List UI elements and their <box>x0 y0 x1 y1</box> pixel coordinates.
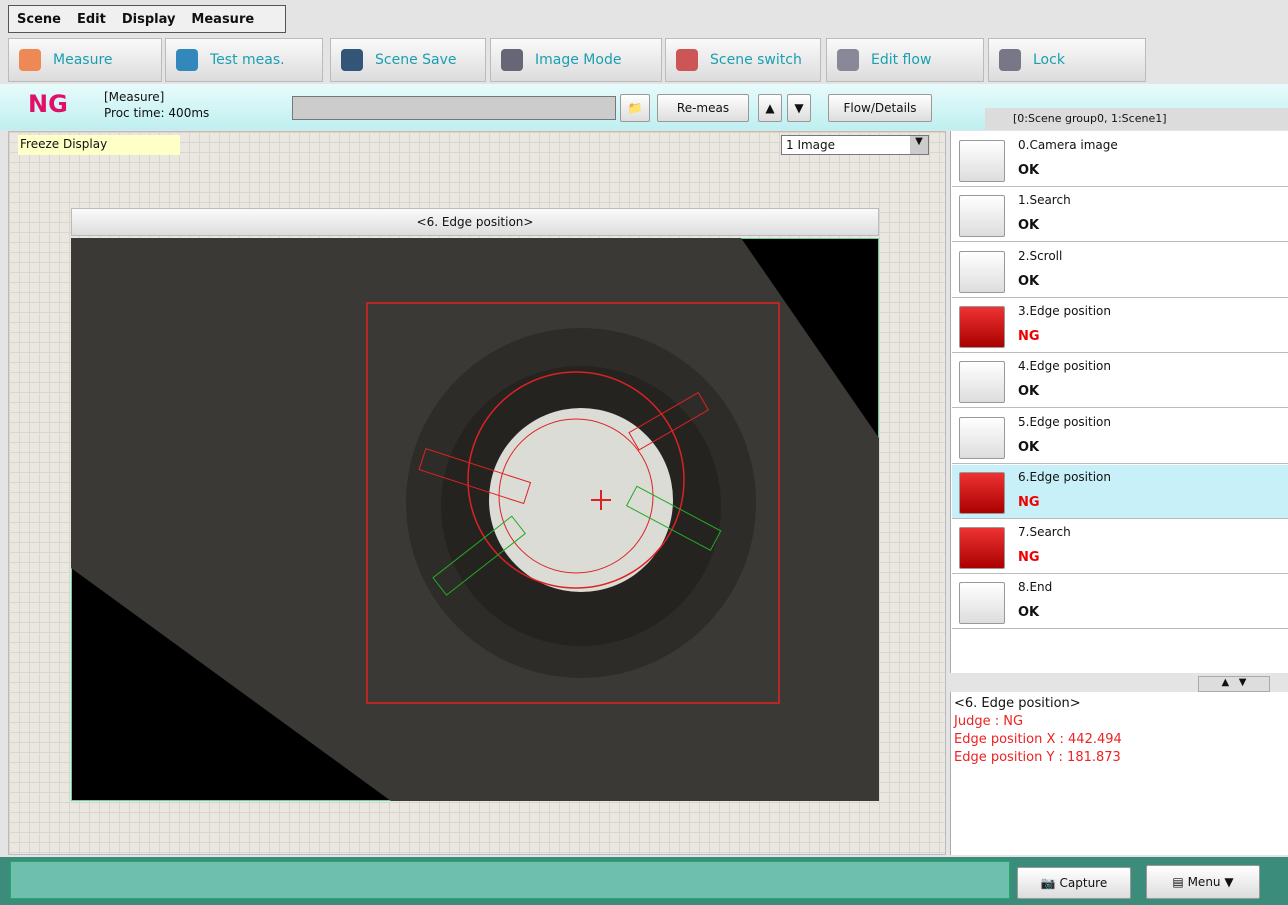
flow-icon <box>959 195 1005 238</box>
flow-result: NG <box>1018 328 1040 344</box>
flow-item[interactable]: 5.Edge position OK <box>952 409 1288 464</box>
toolbar-button[interactable]: Test meas. <box>165 38 323 82</box>
flow-result: OK <box>1018 384 1040 400</box>
flow-result: NG <box>1018 494 1040 510</box>
toolbar-label: Scene Save <box>375 52 457 68</box>
menu-item[interactable]: Measure <box>191 11 255 27</box>
toolbar-label: Test meas. <box>210 52 285 68</box>
menu-item[interactable]: Display <box>121 11 176 27</box>
status-bar: NG [Measure] Proc time: 400ms 📁 Re-meas … <box>0 84 1288 130</box>
toolbar-button[interactable]: Scene switch <box>665 38 821 82</box>
toolbar-button[interactable]: Measure <box>8 38 162 82</box>
flow-result: OK <box>1018 439 1040 455</box>
flow-result: OK <box>1018 273 1040 289</box>
footer: 📷 Capture ▤ Menu ▼ <box>0 857 1288 905</box>
flow-item[interactable]: 1.Search OK <box>952 188 1288 243</box>
toolbar-button[interactable]: Lock <box>988 38 1146 82</box>
menu-text: Menu <box>1187 875 1221 889</box>
folder-button[interactable]: 📁 <box>620 94 650 122</box>
flow-icon <box>959 361 1005 404</box>
toolbar-icon <box>999 49 1021 71</box>
image-select[interactable]: 1 Image ▼ <box>781 135 929 155</box>
proc-time: Proc time: 400ms <box>104 106 210 120</box>
image-area: Freeze Display 1 Image ▼ <6. Edge positi… <box>8 131 946 855</box>
flow-item[interactable]: 2.Scroll OK <box>952 243 1288 298</box>
toolbar-icon <box>19 49 41 71</box>
flow-icon <box>959 527 1005 570</box>
progress <box>292 96 616 120</box>
freeze-display: Freeze Display <box>18 135 180 155</box>
flow-label: 5.Edge position <box>1018 414 1111 429</box>
toolbar-label: Edit flow <box>871 52 932 68</box>
flow-label: 6.Edge position <box>1018 469 1111 484</box>
flow-icon <box>959 250 1005 293</box>
toolbar-icon <box>176 49 198 71</box>
flow-details-button[interactable]: Flow/Details <box>828 94 932 122</box>
capture-button[interactable]: 📷 Capture <box>1017 867 1131 899</box>
flow-label: 3.Edge position <box>1018 303 1111 318</box>
detail-line: Edge position Y : 181.873 <box>954 750 1121 765</box>
flow-item[interactable]: 7.Search NG <box>952 520 1288 575</box>
detail-title: <6. Edge position> <box>954 696 1081 711</box>
menu-button[interactable]: ▤ Menu ▼ <box>1146 865 1260 899</box>
flow-result: OK <box>1018 218 1040 234</box>
scroll-buttons[interactable]: ▲ ▼ <box>1198 676 1270 692</box>
toolbar-label: Lock <box>1033 52 1065 68</box>
detail-line: Judge : NG <box>954 714 1024 729</box>
mode: [Measure] <box>104 90 165 104</box>
toolbar-button[interactable]: Image Mode <box>490 38 662 82</box>
up-button[interactable]: ▲ <box>758 94 782 122</box>
remeas-button[interactable]: Re-meas <box>657 94 749 122</box>
flow-item[interactable]: 8.End OK <box>952 575 1288 630</box>
toolbar-button[interactable]: Edit flow <box>826 38 984 82</box>
flow-item[interactable]: 6.Edge position NG <box>952 464 1288 519</box>
flow-label: 8.End <box>1018 580 1053 595</box>
image-select-text: 1 Image <box>786 138 836 152</box>
flow-icon <box>959 416 1005 459</box>
menu-bar: Scene Edit Display Measure <box>8 5 286 33</box>
flow-icon <box>959 140 1005 182</box>
toolbar-icon <box>837 49 859 71</box>
flow-icon <box>959 305 1005 348</box>
detail-line: Edge position X : 442.494 <box>954 732 1122 747</box>
panel-title: <6. Edge position> <box>71 208 879 236</box>
flow-label: 7.Search <box>1018 525 1071 540</box>
down-button[interactable]: ▼ <box>787 94 811 122</box>
flow-result: OK <box>1018 163 1040 178</box>
detail-panel: <6. Edge position> Judge : NG Edge positi… <box>950 692 1288 855</box>
judge: NG <box>28 90 68 118</box>
flow-item[interactable]: 3.Edge position NG <box>952 298 1288 353</box>
footer-field <box>10 861 1010 899</box>
flow-item[interactable]: 4.Edge position OK <box>952 354 1288 409</box>
flow-label: 2.Scroll <box>1018 248 1063 263</box>
toolbar-icon <box>676 49 698 71</box>
flow-label: 1.Search <box>1018 193 1071 208</box>
toolbar-icon <box>501 49 523 71</box>
toolbar-icon <box>341 49 363 71</box>
toolbar-label: Scene switch <box>710 52 802 68</box>
flow-icon <box>959 471 1005 514</box>
toolbar-button[interactable]: Scene Save <box>330 38 486 82</box>
flow-item[interactable]: 0.Camera image OK <box>952 133 1288 187</box>
flow-result: OK <box>1018 605 1040 621</box>
flow-icon <box>959 582 1005 625</box>
menu-item[interactable]: Scene <box>17 11 61 27</box>
menu-item[interactable]: Edit <box>76 11 106 27</box>
flow-label: 0.Camera image <box>1018 138 1118 152</box>
flow-label: 4.Edge position <box>1018 359 1111 374</box>
capture-text: Capture <box>1059 876 1108 890</box>
toolbar-label: Measure <box>53 52 113 68</box>
scene-label: [0:Scene group0, 1:Scene1] <box>985 108 1288 130</box>
camera-image <box>71 238 879 801</box>
toolbar-label: Image Mode <box>535 52 622 68</box>
flow-result: NG <box>1018 550 1040 566</box>
